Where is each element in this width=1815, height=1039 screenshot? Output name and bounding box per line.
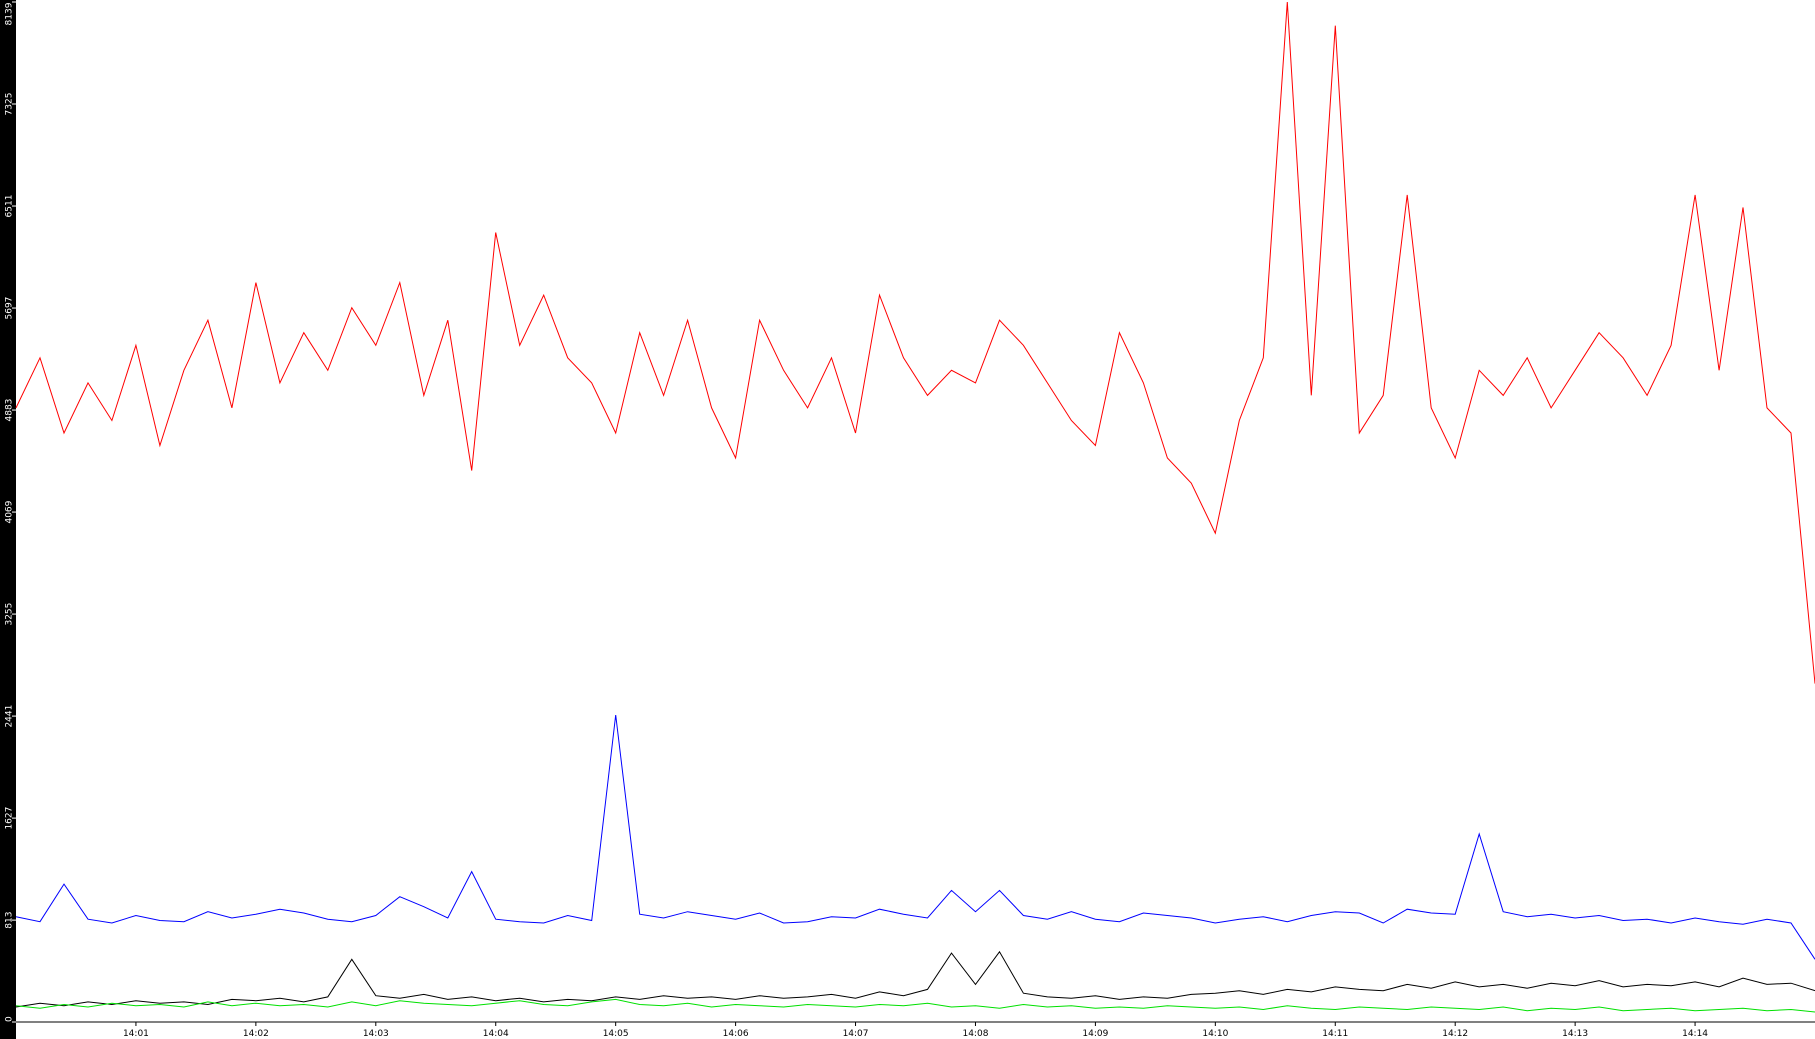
x-tick-label: 14:05: [603, 1029, 629, 1039]
x-tick-label: 14:14: [1682, 1029, 1708, 1039]
x-tick-label: 14:08: [962, 1029, 988, 1039]
x-tick-label: 14:10: [1202, 1029, 1228, 1039]
x-tick-label: 14:09: [1082, 1029, 1108, 1039]
y-tick-label: 4069: [5, 500, 15, 523]
x-tick-label: 14:04: [483, 1029, 509, 1039]
x-tick-label: 14:02: [243, 1029, 269, 1039]
y-tick-label: 3255: [5, 603, 15, 626]
y-tick-label: 0: [5, 1016, 15, 1022]
y-tick-label: 6511: [5, 195, 15, 218]
y-tick-label: 4883: [5, 399, 15, 422]
y-tick-label: 2441: [5, 705, 15, 728]
series-line: [15, 950, 1815, 1008]
y-tick-label: 813: [5, 912, 15, 929]
y-tick-label: 8139: [5, 2, 15, 25]
series-line: [15, 1, 1815, 684]
x-tick-label: 14:03: [363, 1029, 389, 1039]
y-tick-label: 7325: [5, 93, 15, 116]
x-tick-label: 14:11: [1322, 1029, 1348, 1039]
series-line: [15, 714, 1815, 960]
x-tick-label: 14:12: [1442, 1029, 1468, 1039]
y-tick-label: 1627: [5, 807, 15, 830]
x-tick-label: 14:06: [723, 1029, 749, 1039]
x-tick-label: 14:13: [1562, 1029, 1588, 1039]
y-tick-label: 5697: [5, 297, 15, 320]
x-tick-label: 14:01: [123, 1029, 149, 1039]
y-axis-strip: [0, 0, 16, 1039]
x-tick-label: 14:07: [843, 1029, 869, 1039]
series-line: [15, 998, 1815, 1013]
